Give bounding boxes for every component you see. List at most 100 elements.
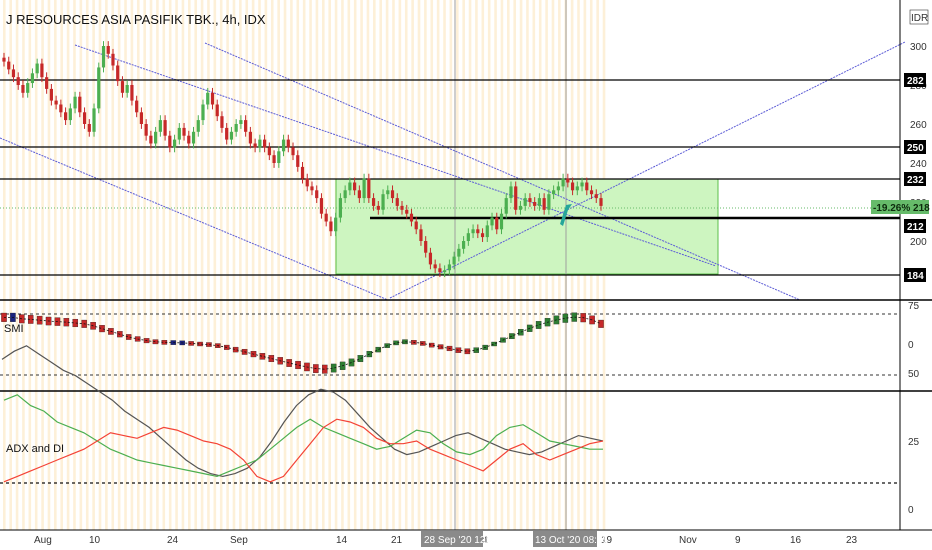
candle-body xyxy=(357,190,361,199)
candle-body xyxy=(419,229,423,241)
crosshair-text-2: 13 Oct '20 08:45 xyxy=(535,535,609,546)
momentum-bar xyxy=(428,342,435,348)
candle-body xyxy=(499,213,504,230)
level-label: 250 xyxy=(907,143,924,154)
momentum-bar xyxy=(535,321,542,329)
background-stripe xyxy=(270,0,274,530)
background-stripe xyxy=(54,0,57,530)
candle-body xyxy=(135,100,139,113)
background-stripe xyxy=(85,0,89,530)
candle-body xyxy=(395,198,399,206)
candle-body xyxy=(253,143,257,148)
candle-body xyxy=(594,194,598,199)
candle-body xyxy=(187,135,191,144)
time-tick: Aug xyxy=(34,535,52,546)
candle-body xyxy=(334,217,338,232)
background-stripe xyxy=(73,0,76,530)
time-tick: Sep xyxy=(230,535,248,546)
background-stripe xyxy=(15,0,19,530)
candle-body xyxy=(495,217,499,230)
candle-body xyxy=(329,221,333,232)
candle-body xyxy=(390,190,395,199)
background-stripe xyxy=(194,0,197,530)
candle-body xyxy=(49,88,53,101)
candle-body xyxy=(191,131,196,144)
candle-body xyxy=(490,217,494,226)
candle-body xyxy=(376,205,380,210)
candle-body xyxy=(457,248,461,257)
candle-body xyxy=(92,108,96,132)
candle-body xyxy=(552,190,556,195)
channel-line-lower xyxy=(0,137,389,301)
candle-body xyxy=(78,96,82,113)
candle-body xyxy=(509,186,513,199)
last-price-label: -19.26% 218 xyxy=(873,203,930,214)
level-label-box xyxy=(904,73,926,87)
momentum-bar xyxy=(268,355,275,363)
background-stripe xyxy=(28,0,32,530)
candle-body xyxy=(348,182,352,191)
candle-body xyxy=(234,124,238,132)
candle-body xyxy=(589,190,594,195)
candle-body xyxy=(97,67,101,109)
candle-body xyxy=(163,120,167,136)
background-stripe xyxy=(283,0,287,530)
momentum-bar xyxy=(357,355,364,363)
candle-body xyxy=(315,190,319,199)
candle-body xyxy=(300,166,305,179)
candle-body xyxy=(291,147,295,156)
momentum-bar xyxy=(518,329,524,336)
candle-body xyxy=(16,77,20,85)
candle-body xyxy=(599,198,603,206)
time-tick: Nov xyxy=(679,535,697,546)
background-stripe xyxy=(3,0,6,530)
channel-line-upper xyxy=(74,44,717,267)
candle-body xyxy=(514,186,518,210)
background-stripe xyxy=(98,0,102,530)
background-stripe xyxy=(156,0,159,530)
momentum-pane-title: SMI xyxy=(4,323,24,335)
di-plus-line xyxy=(3,394,603,478)
price-tick: 240 xyxy=(910,159,927,170)
candle-body xyxy=(272,155,276,163)
background-stripe xyxy=(213,0,217,530)
candle-body xyxy=(106,46,110,54)
level-label: 212 xyxy=(907,222,924,233)
time-tick: 24 xyxy=(167,535,179,546)
candle-body xyxy=(225,127,229,140)
candle-body xyxy=(101,46,106,68)
candle-body xyxy=(172,139,177,148)
candle-body xyxy=(281,139,286,152)
momentum-bar xyxy=(375,346,381,353)
candle-body xyxy=(277,151,281,163)
background-stripe xyxy=(251,0,255,530)
candle-body xyxy=(267,147,271,156)
background-stripe xyxy=(60,0,64,530)
candle-body xyxy=(149,135,153,144)
candle-body xyxy=(570,182,575,191)
candle-body xyxy=(111,53,115,66)
momentum-bar xyxy=(99,325,105,333)
background-stripe xyxy=(143,0,146,530)
crosshair-label-2: 13 Oct '20 08:45 xyxy=(533,531,609,547)
candle-body xyxy=(182,127,186,136)
last-price-badge: -19.26% 218 xyxy=(871,200,930,214)
candle-body xyxy=(116,65,120,82)
candle-body xyxy=(196,120,200,132)
candle-body xyxy=(409,213,414,222)
background-stripe xyxy=(181,0,185,530)
background-stripe xyxy=(34,0,38,530)
candle-body xyxy=(310,186,314,191)
time-axis-ticks: Aug1024Sep1421Oct1219Nov91623 xyxy=(34,535,858,546)
background-stripe xyxy=(219,0,223,530)
background-stripe xyxy=(175,0,178,530)
crosshair-text-1: 28 Sep '20 12:45 xyxy=(424,535,500,546)
background-stripe xyxy=(111,0,115,530)
price-tick: 260 xyxy=(910,120,927,131)
candle-body xyxy=(319,198,324,214)
candle-body xyxy=(452,256,456,265)
candle-body xyxy=(177,127,181,140)
candle-body xyxy=(438,268,442,273)
background-stripe xyxy=(277,0,280,530)
candle-body xyxy=(54,100,58,105)
